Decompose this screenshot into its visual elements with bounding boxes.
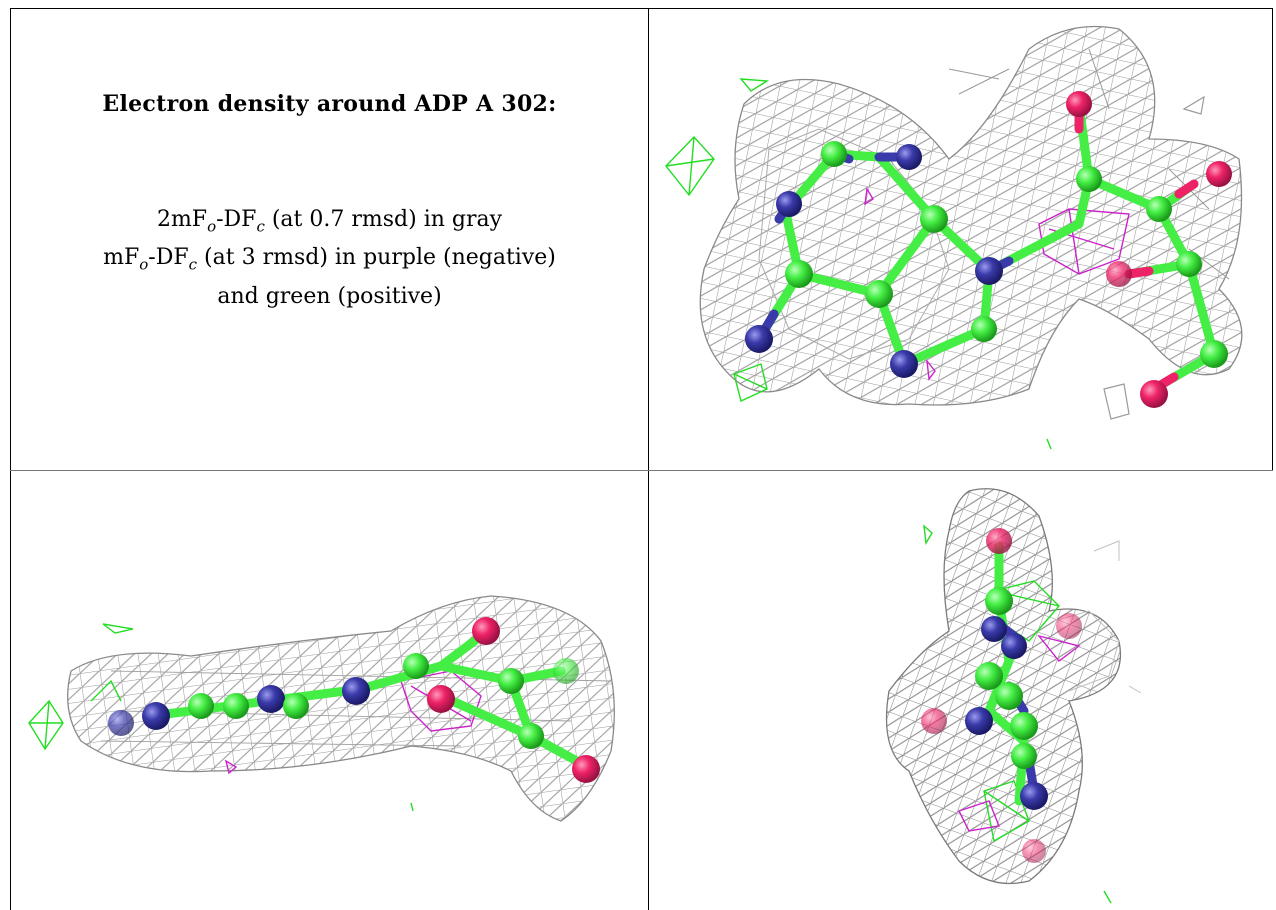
legend-text: 2mFo-DFc (at 0.7 rmsd) in gray mFo-DFc (… [11, 204, 648, 312]
atom-oxygen [1106, 261, 1132, 287]
atom-oxygen [472, 617, 500, 645]
atom-carbon [821, 141, 847, 167]
grid-line-middle-horizontal [10, 470, 1273, 471]
molecule-atoms [921, 528, 1082, 863]
atom-nitrogen [257, 685, 285, 713]
density-view-end-on [649, 471, 1272, 910]
grid-line-right [1272, 8, 1273, 470]
atom-nitrogen [975, 257, 1003, 285]
atom-nitrogen [745, 325, 773, 353]
molecule-atoms [108, 617, 600, 783]
atom-carbon [985, 587, 1013, 615]
gray-mesh-2mfo-dfc [699, 25, 1243, 420]
legend-line-positive: and green (positive) [217, 283, 442, 309]
atom-nitrogen [896, 144, 922, 170]
density-render-side [28, 595, 615, 822]
atom-oxygen [921, 708, 947, 734]
atom-nitrogen [1020, 782, 1048, 810]
atom-oxygen [572, 755, 600, 783]
atom-carbon [971, 316, 997, 342]
atom-carbon [188, 693, 214, 719]
atom-carbon [283, 693, 309, 719]
atom-nitrogen [142, 702, 170, 730]
caption-panel: Electron density around ADP A 302: 2mFo-… [11, 9, 648, 470]
atom-carbon [1076, 166, 1102, 192]
atom-nitrogen [965, 707, 993, 735]
gray-mesh-2mfo-dfc [67, 595, 615, 822]
atom-nitrogen [108, 710, 134, 736]
legend-line-mfo-dfc: mFo-DFc (at 3 rmsd) in purple (negative) [103, 245, 556, 274]
atom-carbon [865, 280, 893, 308]
atom-carbon [975, 662, 1003, 690]
atom-carbon [498, 668, 524, 694]
atom-oxygen [986, 528, 1012, 554]
atom-oxygen [1140, 380, 1168, 408]
atom-nitrogen [981, 616, 1007, 642]
atom-carbon [1011, 743, 1037, 769]
atom-carbon [223, 693, 249, 719]
density-render-front [665, 25, 1243, 450]
atom-carbon [1200, 340, 1228, 368]
atom-oxygen [427, 685, 455, 713]
atom-oxygen [1056, 613, 1082, 639]
density-render-end-on [885, 488, 1142, 904]
figure-title: Electron density around ADP A 302: [102, 91, 557, 117]
atom-carbon [1176, 251, 1202, 277]
atom-carbon [785, 260, 813, 288]
molecule-atoms [745, 91, 1232, 408]
atom-carbon [1146, 196, 1172, 222]
atom-oxygen [1066, 91, 1092, 117]
atom-carbon [1010, 712, 1038, 740]
atom-oxygen [1022, 839, 1046, 863]
atom-nitrogen [890, 350, 918, 378]
atom-carbon [403, 653, 429, 679]
green-mesh-positive [665, 78, 1052, 450]
green-mesh-positive [28, 623, 414, 812]
density-view-front [649, 9, 1272, 470]
atom-oxygen [1206, 161, 1232, 187]
grid-line-middle-vertical [648, 8, 649, 910]
atom-nitrogen [342, 677, 370, 705]
atom-carbon [920, 205, 948, 233]
atom-carbon [518, 723, 544, 749]
purple-mesh-negative [958, 634, 1081, 832]
grid-line-top [11, 8, 1272, 9]
atom-nitrogen [1001, 633, 1027, 659]
atom-carbon [553, 658, 579, 684]
atom-nitrogen [776, 191, 802, 217]
density-view-side [11, 471, 648, 910]
legend-line-2mfo-dfc: 2mFo-DFc (at 0.7 rmsd) in gray [156, 207, 503, 236]
purple-mesh-negative [864, 186, 1130, 381]
atom-carbon [995, 682, 1023, 710]
grid-line-left [10, 8, 11, 910]
